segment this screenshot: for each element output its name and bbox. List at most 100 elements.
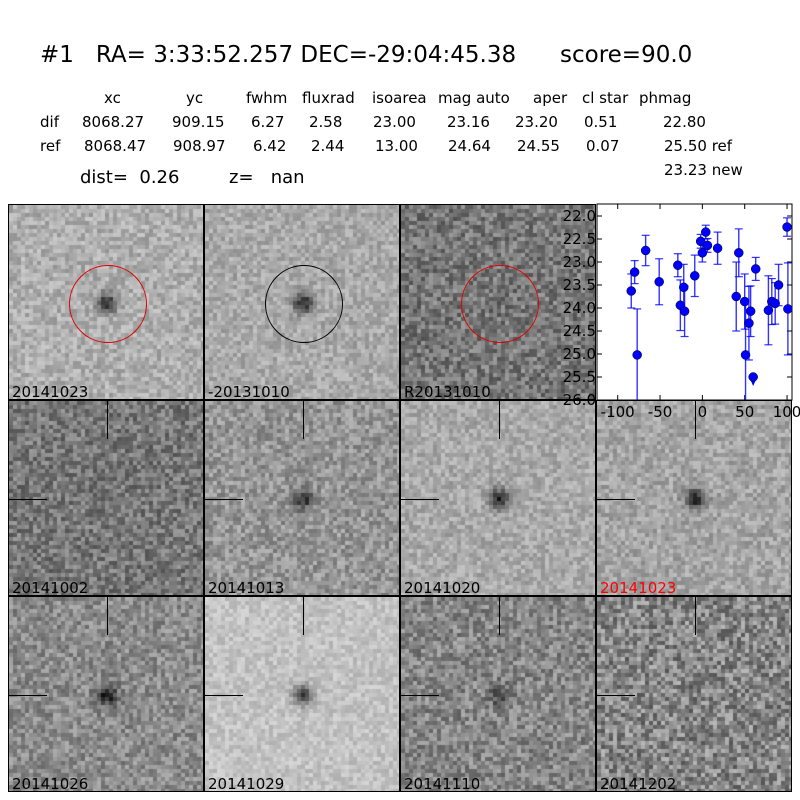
cutout-image xyxy=(9,401,203,595)
data-point xyxy=(679,306,690,316)
col-header-fwhm: fwhm xyxy=(246,89,288,107)
cutout-panel: 20141029 xyxy=(204,596,400,792)
cutout-image xyxy=(9,597,203,791)
data-point xyxy=(782,222,792,232)
cell-ref-fwhm: 6.42 xyxy=(253,137,287,155)
panel-date-label: 20141020 xyxy=(404,579,481,596)
cell-ref-phmag: 25.50 ref xyxy=(664,137,733,155)
col-header-isoarea: isoarea xyxy=(372,89,427,107)
cutout-image xyxy=(401,597,595,791)
x-tick-label: 50 xyxy=(735,403,755,421)
data-point xyxy=(701,227,711,237)
crosshair-vertical xyxy=(107,401,108,439)
panel-date-label: 20141026 xyxy=(12,775,89,792)
data-point xyxy=(739,296,750,307)
data-point xyxy=(773,280,784,290)
data-point xyxy=(748,372,758,382)
data-point xyxy=(654,277,664,287)
phmag-new: 23.23 new xyxy=(664,161,743,179)
crosshair-horizontal xyxy=(597,499,635,500)
col-header-phmag: phmag xyxy=(639,89,692,107)
data-point xyxy=(702,240,713,251)
panel-date-label: 20141023 xyxy=(12,383,89,400)
crosshair-vertical xyxy=(303,597,304,635)
y-tick-label: 24.0 xyxy=(562,299,596,317)
data-point xyxy=(629,267,640,277)
cutout-panel: -20131010 xyxy=(204,204,400,400)
crosshair-vertical xyxy=(107,597,108,635)
cell-dif-phmag: 22.80 xyxy=(663,113,706,131)
col-header-xc: xc xyxy=(104,89,121,107)
aperture-circle xyxy=(461,265,539,343)
z-value: z= nan xyxy=(229,167,305,188)
crosshair-vertical xyxy=(499,597,500,635)
cutout-image xyxy=(205,597,399,791)
panel-date-label: -20131010 xyxy=(208,383,290,400)
cutout-image xyxy=(597,401,791,595)
y-tick-label: 24.5 xyxy=(562,322,596,340)
crosshair-vertical xyxy=(695,597,696,635)
data-point xyxy=(673,260,683,270)
y-tick-label: 22.5 xyxy=(562,230,596,248)
data-point xyxy=(763,305,774,316)
cell-dif-aper: 23.20 xyxy=(515,113,558,131)
data-point xyxy=(745,306,756,316)
data-point xyxy=(712,243,723,253)
cutout-panel: 20141013 xyxy=(204,400,400,596)
crosshair-horizontal xyxy=(205,695,243,696)
crosshair-vertical xyxy=(303,401,304,439)
crosshair-vertical xyxy=(695,401,696,439)
cutout-panel: 20141202 xyxy=(596,596,792,792)
cell-dif-fluxrad: 2.58 xyxy=(309,113,343,131)
data-point xyxy=(744,318,754,328)
crosshair-horizontal xyxy=(401,695,439,696)
aperture-circle xyxy=(69,265,147,343)
panel-date-label: 20141029 xyxy=(208,775,285,792)
cutout-panel: 20141026 xyxy=(8,596,204,792)
x-tick-label: -50 xyxy=(647,403,673,421)
data-series xyxy=(626,217,792,400)
y-tick-label: 25.0 xyxy=(562,345,596,363)
cell-ref-fluxrad: 2.44 xyxy=(311,137,345,155)
cell-dif-yc: 909.15 xyxy=(172,113,225,131)
x-tick-label: -100 xyxy=(600,403,635,421)
crosshair-horizontal xyxy=(597,695,635,696)
row-label-ref: ref xyxy=(40,137,61,155)
candidate-title: #1 RA= 3:33:52.257 DEC=-29:04:45.38 scor… xyxy=(40,42,693,68)
cutout-panel: 20141002 xyxy=(8,400,204,596)
cutout-image xyxy=(401,401,595,595)
cell-dif-fwhm: 6.27 xyxy=(251,113,285,131)
cutout-panel: 20141023 xyxy=(8,204,204,400)
cell-ref-aper: 24.55 xyxy=(517,137,560,155)
crosshair-horizontal xyxy=(401,499,439,500)
crosshair-horizontal xyxy=(9,695,47,696)
dist-value: dist= 0.26 xyxy=(80,167,180,188)
cell-ref-yc: 908.97 xyxy=(173,137,226,155)
plot-area xyxy=(596,203,793,401)
data-point xyxy=(640,245,651,256)
data-point xyxy=(783,304,792,314)
panel-date-label: 20141023 xyxy=(600,579,677,596)
panel-date-label: R20131010 xyxy=(404,383,491,400)
cell-ref-isoarea: 13.00 xyxy=(375,137,418,155)
y-tick-label: 22.0 xyxy=(562,207,596,225)
cell-dif-xc: 8068.27 xyxy=(82,113,145,131)
row-label-dif: dif xyxy=(40,113,59,131)
cell-dif-cl-star: 0.51 xyxy=(584,113,618,131)
light-curve-plot xyxy=(596,203,793,401)
panel-date-label: 20141110 xyxy=(404,775,481,792)
aperture-circle xyxy=(265,265,343,343)
cell-dif-mag-auto: 23.16 xyxy=(447,113,490,131)
cutout-panel: 20141110 xyxy=(400,596,596,792)
crosshair-horizontal xyxy=(205,499,243,500)
cell-ref-cl-star: 0.07 xyxy=(586,137,620,155)
panel-date-label: 20141202 xyxy=(600,775,677,792)
crosshair-vertical xyxy=(499,401,500,439)
col-header-cl-star: cl star xyxy=(582,89,629,107)
cutout-panel: R20131010 xyxy=(400,204,596,400)
panel-date-label: 20141002 xyxy=(12,579,89,596)
col-header-fluxrad: fluxrad xyxy=(302,89,355,107)
col-header-mag-auto: mag auto xyxy=(438,89,510,107)
y-tick-label: 23.0 xyxy=(562,253,596,271)
